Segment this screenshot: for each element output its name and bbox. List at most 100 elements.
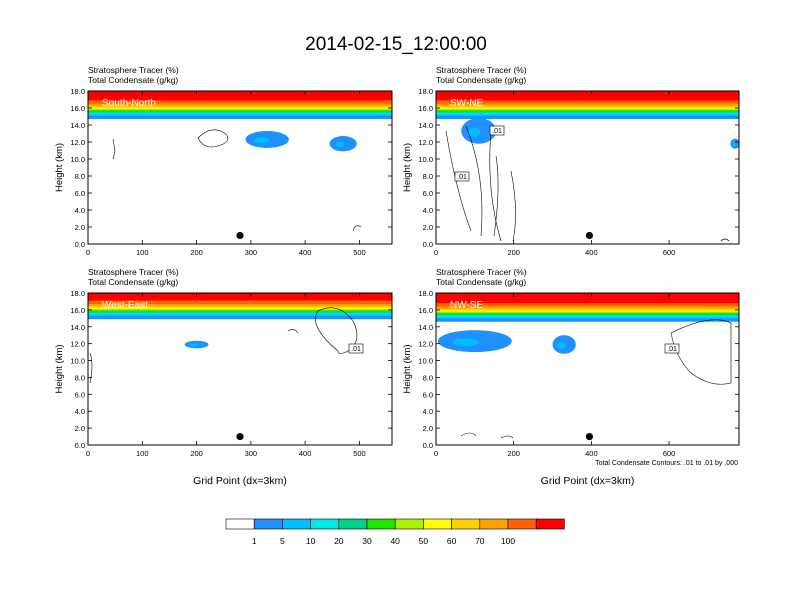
- tracer-band-9: [436, 102, 739, 106]
- y-tick-label: 8.0: [75, 172, 85, 181]
- x-tick-label: 400: [299, 248, 312, 257]
- y-tick-label: 12.0: [70, 138, 85, 147]
- contour-line: [352, 225, 362, 232]
- tracer-band-1: [436, 317, 739, 322]
- cloud-core-1: [189, 343, 198, 347]
- tracer-band-9: [88, 102, 392, 106]
- y-tick-label: 8.0: [423, 172, 433, 181]
- y-tick-label: 10.0: [418, 357, 433, 366]
- contour-label: .01: [492, 128, 502, 135]
- y-tick-label: 6.0: [75, 390, 85, 399]
- y-tick-label: 0.0: [75, 240, 85, 249]
- panel-label: SW-NE: [450, 98, 483, 109]
- tracer-band-2: [436, 113, 739, 117]
- condensate-contours: [112, 129, 362, 232]
- colorbar-label: 1: [252, 536, 257, 546]
- cloud-core-1: [254, 137, 270, 144]
- x-tick-label: 300: [245, 248, 258, 257]
- tracer-band-8: [436, 105, 739, 108]
- plot-frame: [435, 90, 740, 245]
- y-tick-label: 16.0: [418, 104, 433, 113]
- panel-3: Stratosphere Tracer (%)Total Condensate …: [54, 267, 393, 487]
- tracer-band-11: [436, 91, 739, 101]
- tracer-field: [88, 293, 392, 384]
- colorbar-label: 20: [334, 536, 344, 546]
- x-tick-label: 200: [507, 248, 520, 257]
- y-tick-label: 8.0: [423, 373, 433, 382]
- x-tick-label: 0: [434, 449, 438, 458]
- colorbar-swatch-7: [394, 518, 424, 530]
- x-tick-label: 300: [245, 449, 258, 458]
- y-tick-label: 0.0: [423, 240, 433, 249]
- y-tick-label: 10.0: [418, 155, 433, 164]
- panel-header-tracer: Stratosphere Tracer (%): [88, 267, 179, 277]
- colorbar-label: 30: [362, 536, 372, 546]
- tracer-band-3: [436, 314, 739, 318]
- colorbar-swatch-5: [338, 518, 368, 530]
- tracer-band-8: [88, 305, 392, 308]
- y-tick-label: 10.0: [70, 155, 85, 164]
- contour-label-box: [489, 125, 505, 136]
- y-tick-label: 6.0: [423, 390, 433, 399]
- x-axis-label: Grid Point (dx=3km): [193, 475, 287, 487]
- y-axis-label: Height (km): [54, 143, 65, 192]
- tracer-band-5: [88, 109, 392, 112]
- x-tick-label: 200: [190, 449, 203, 458]
- y-tick-label: 18.0: [418, 87, 433, 96]
- colorbar-label: 10: [306, 536, 316, 546]
- colorbar-swatch-4: [310, 518, 340, 530]
- tracer-band-7: [88, 106, 392, 109]
- x-axis-label: Grid Point (dx=3km): [541, 475, 635, 487]
- panel-header-tracer: Stratosphere Tracer (%): [436, 267, 527, 277]
- cloud-core-1: [468, 127, 481, 137]
- x-tick-label: 400: [585, 449, 598, 458]
- tracer-band-10: [88, 299, 392, 304]
- tracer-band-7: [436, 309, 739, 312]
- panel-header-tracer: Stratosphere Tracer (%): [436, 65, 527, 75]
- panel-1: Stratosphere Tracer (%)Total Condensate …: [54, 65, 393, 257]
- tracer-field: [436, 293, 739, 439]
- panel-header-tracer: Stratosphere Tracer (%): [88, 65, 179, 75]
- colorbar-swatch-12: [535, 518, 565, 530]
- cloud-core-2: [732, 142, 736, 146]
- tracer-band-1: [88, 314, 392, 320]
- y-tick-label: 2.0: [423, 223, 433, 232]
- x-tick-label: 600: [663, 248, 676, 257]
- colorbar-swatch-10: [479, 518, 509, 530]
- contour-footnote: Total Condensate Contours: .01 to .01 by…: [595, 460, 738, 467]
- panels-group: Stratosphere Tracer (%) Total Condensate …: [54, 65, 740, 487]
- tracer-band-4: [88, 110, 392, 113]
- tracer-band-2: [88, 313, 392, 317]
- panel-label: West-East: [102, 300, 148, 311]
- colorbar-label: 40: [390, 536, 400, 546]
- tracer-band-2: [88, 113, 392, 117]
- y-tick-label: 14.0: [418, 121, 433, 130]
- contour-line: [112, 138, 116, 160]
- y-tick-label: 18.0: [70, 87, 85, 96]
- tracer-band-9: [436, 305, 739, 309]
- colorbar-swatch-8: [423, 518, 452, 530]
- figure-title: 2014-02-15_12:00:00: [305, 34, 487, 55]
- x-tick-label: 400: [585, 248, 598, 257]
- y-tick-label: 2.0: [75, 223, 85, 232]
- tracer-band-5: [88, 309, 392, 312]
- colorbar-label: 60: [447, 536, 457, 546]
- cloud-core-2: [335, 141, 345, 148]
- y-tick-label: 4.0: [423, 407, 433, 416]
- panel-2: Stratosphere Tracer (%)Total Condensate …: [402, 65, 740, 257]
- y-tick-label: 16.0: [70, 306, 85, 315]
- panel-4: Stratosphere Tracer (%) Total Condensate …: [402, 267, 740, 487]
- y-tick-label: 12.0: [418, 138, 433, 147]
- tracer-band-1: [436, 114, 739, 120]
- y-tick-label: 0.0: [423, 441, 433, 450]
- contour-line: [315, 307, 358, 354]
- y-tick-label: 0.0: [75, 441, 85, 450]
- x-tick-label: 0: [86, 248, 90, 257]
- x-tick-label: 200: [507, 449, 520, 458]
- y-tick-label: 4.0: [75, 407, 85, 416]
- y-tick-label: 6.0: [75, 189, 85, 198]
- tracer-band-8: [88, 105, 392, 108]
- contour-line: [720, 238, 730, 242]
- y-tick-label: 4.0: [75, 206, 85, 215]
